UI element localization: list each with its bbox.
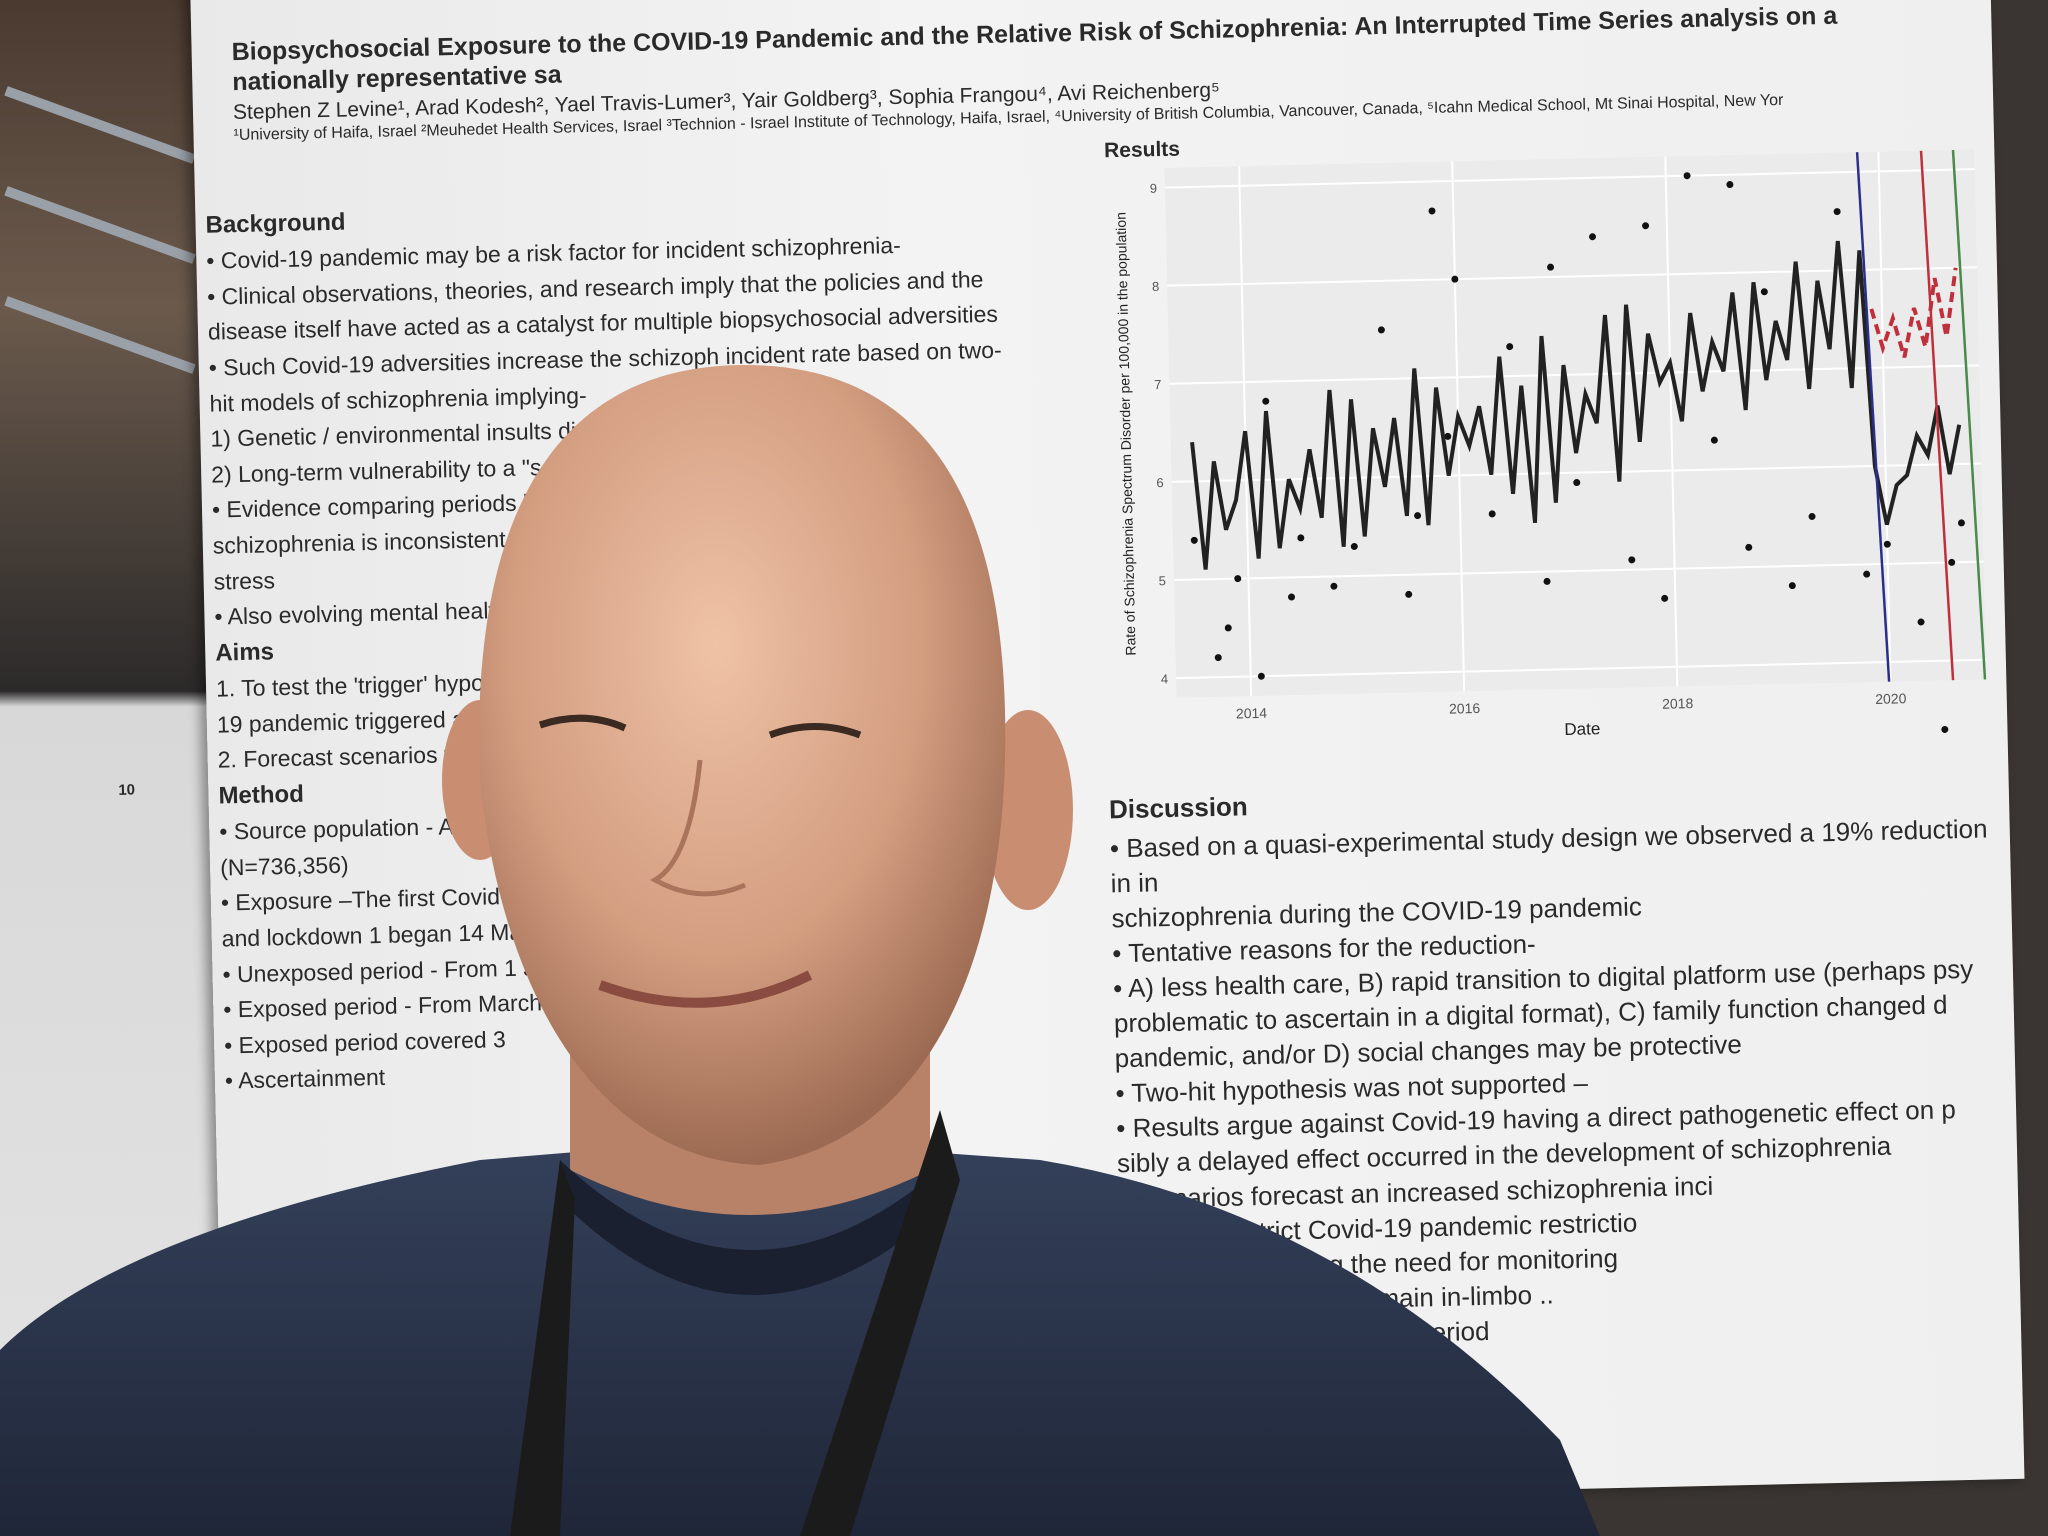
x-axis-label: Date: [1564, 719, 1600, 739]
left-column: Background • Covid-19 pandemic may be a …: [205, 188, 1075, 1099]
data-point: [1488, 510, 1496, 518]
data-point: [1883, 540, 1891, 548]
grid-line: [1176, 658, 1986, 680]
x-tick-label: 2014: [1236, 705, 1268, 722]
x-tick-label: 2016: [1449, 700, 1481, 717]
y-tick-label: 4: [1161, 671, 1169, 686]
plot-panel: [1164, 149, 1987, 698]
results-chart: 4 5 6 7 8 9 2014 2016 2018 2020 Date Rate of Schizo…: [1113, 149, 1987, 739]
y-tick-label: 6: [1156, 475, 1164, 490]
data-point: [1330, 582, 1338, 590]
data-point: [1863, 570, 1871, 578]
data-point: [1661, 594, 1669, 602]
background-lines: • Covid-19 pandemic may be a risk factor…: [206, 224, 1065, 635]
data-point: [1224, 624, 1232, 632]
data-point: [1234, 575, 1242, 583]
data-point: [1405, 590, 1413, 598]
grid-line: [1164, 168, 1975, 189]
data-point: [1350, 543, 1358, 551]
y-tick-label: 5: [1158, 573, 1166, 588]
data-point: [1589, 233, 1597, 241]
data-point: [1710, 436, 1718, 444]
data-point: [1414, 512, 1422, 520]
data-point: [1573, 479, 1581, 487]
data-point: [1683, 172, 1691, 180]
y-axis-label: Rate of Schizophrenia Spectrum Disorder …: [1113, 212, 1139, 656]
ceiling-truss: [4, 186, 196, 264]
forecast-series-line: [1869, 267, 1958, 358]
data-point: [1262, 397, 1270, 405]
data-point: [1941, 725, 1949, 733]
x-tick-label: 2018: [1662, 695, 1694, 712]
observed-series-line: [1190, 240, 1962, 570]
data-point: [1547, 263, 1555, 271]
data-point: [1642, 222, 1650, 230]
venue-background: [0, 0, 220, 1536]
intervention-line: [1919, 150, 1955, 681]
data-point: [1957, 519, 1965, 527]
data-point: [1428, 207, 1436, 215]
method-lines: • Source population - All memb ears (N=73…: [219, 795, 1075, 1099]
data-point: [1628, 556, 1636, 564]
data-point: [1948, 558, 1956, 566]
aims-lines: 1. To test the 'trigger' hypothes 19 pand…: [216, 652, 1068, 778]
data-point: [1297, 534, 1305, 542]
data-point: [1257, 672, 1265, 680]
data-point: [1745, 543, 1753, 551]
intervention-line: [1951, 149, 1987, 680]
data-point: [1726, 181, 1734, 189]
data-point: [1760, 288, 1768, 296]
page-marker: 10: [118, 781, 136, 799]
research-poster: Biopsychosocial Exposure to the COVID-19…: [118, 0, 2025, 1520]
grid-line: [1664, 156, 1679, 687]
grid-line: [1173, 560, 1984, 582]
data-point: [1288, 593, 1296, 601]
data-point: [1214, 654, 1222, 662]
data-point: [1543, 577, 1551, 585]
poster-header: Biopsychosocial Exposure to the COVID-19…: [231, 0, 1953, 147]
data-point: [1788, 582, 1796, 590]
data-point: [1506, 343, 1514, 351]
data-point: [1833, 208, 1841, 216]
discussion-lines: • Based on a quasi-experimental study de…: [1110, 811, 2002, 1357]
data-point: [1451, 275, 1459, 283]
discussion-column: Discussion • Based on a quasi-experiment…: [1109, 769, 2002, 1357]
y-tick-label: 7: [1154, 377, 1162, 392]
x-tick-label: 2020: [1875, 690, 1907, 707]
ceiling-truss: [4, 296, 196, 374]
y-tick-label: 9: [1150, 181, 1158, 196]
intervention-line: [1855, 152, 1891, 682]
data-point: [1444, 432, 1452, 440]
y-tick-label: 8: [1152, 279, 1160, 294]
ceiling-truss: [4, 86, 196, 164]
grid-line: [1877, 151, 1892, 682]
data-point: [1917, 618, 1925, 626]
data-point: [1190, 536, 1198, 544]
grid-line: [1169, 364, 1980, 385]
data-point: [1377, 326, 1385, 334]
data-point: [1808, 512, 1816, 520]
